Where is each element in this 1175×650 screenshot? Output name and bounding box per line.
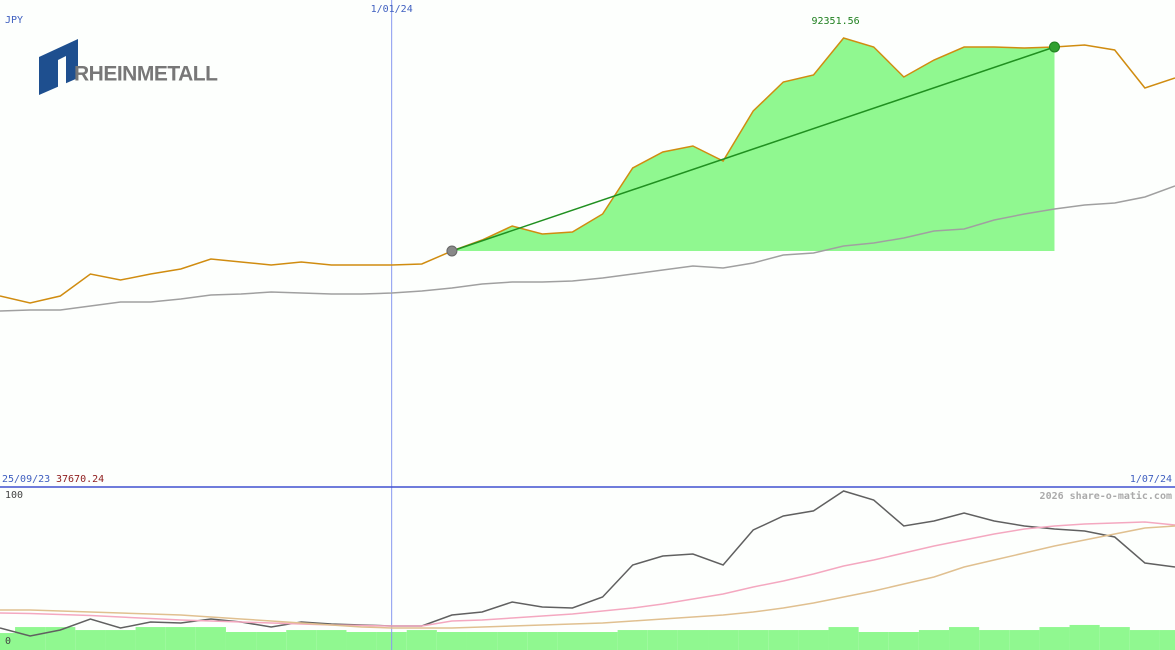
volume-bar [587, 632, 618, 650]
x-tick-label: 1/01/24 [371, 4, 413, 15]
volume-bar [918, 630, 950, 650]
y-max-label: 92351.56 [812, 16, 860, 27]
volume-bar [1069, 624, 1100, 650]
y-tick-label: 0 [5, 636, 11, 647]
trend-end [1048, 41, 1060, 53]
volume-bar [286, 630, 317, 650]
volume-bar [949, 627, 980, 650]
y-tick-label: 100 [5, 490, 23, 501]
volume-bar [647, 630, 678, 650]
volume-bar [406, 630, 437, 650]
y-min-label: 37670.24 [56, 474, 104, 485]
logo: RHEINMETALL [39, 39, 219, 95]
volume-bar [828, 627, 859, 650]
volume-bar [195, 627, 226, 650]
volume-bar [617, 630, 648, 650]
volume-bar [75, 630, 106, 650]
oscillator-line [0, 521, 1175, 627]
volume-bar [1039, 627, 1070, 650]
series-line [0, 37, 1175, 304]
series-line [0, 185, 1175, 312]
volume-bar [527, 632, 558, 650]
unit-label: JPY [5, 15, 23, 26]
volume-bar [466, 632, 498, 650]
volume-bar [738, 630, 769, 650]
volume-bar [888, 632, 919, 650]
volume-bar [858, 632, 889, 650]
watermark: 2026 share-o-matic.com [1040, 490, 1172, 502]
volume-bar [436, 632, 467, 650]
volume-bar [557, 632, 588, 650]
volume-bar [1129, 630, 1160, 650]
volume-bar [1099, 627, 1130, 650]
volume-bar [497, 632, 528, 650]
volume-bar [768, 630, 799, 650]
volume-bar [677, 630, 709, 650]
trend-start [446, 245, 458, 257]
volume-bar [346, 632, 377, 650]
volume-bar [979, 630, 1010, 650]
volume-bar [0, 633, 31, 650]
logo-text: RHEINMETALL [74, 63, 218, 86]
x-tick-label: 1/07/24 [1130, 474, 1172, 485]
volume-bar [45, 627, 76, 650]
volume-bar [165, 627, 196, 650]
volume-bar [1159, 630, 1175, 650]
logo-mark-cut [58, 56, 66, 91]
oscillator-line [0, 525, 1175, 629]
volume-bar [316, 630, 347, 650]
volume-bar [256, 632, 287, 650]
trend-line [451, 46, 1055, 252]
volume-bar [105, 630, 136, 650]
volume-bar [708, 630, 739, 650]
x-tick-label: 25/09/23 [2, 474, 50, 485]
volume-bar [1009, 630, 1040, 650]
volume-bar [135, 627, 166, 650]
rise-fill [451, 38, 1055, 252]
volume-bar [798, 630, 829, 650]
volume-bar [225, 632, 257, 650]
